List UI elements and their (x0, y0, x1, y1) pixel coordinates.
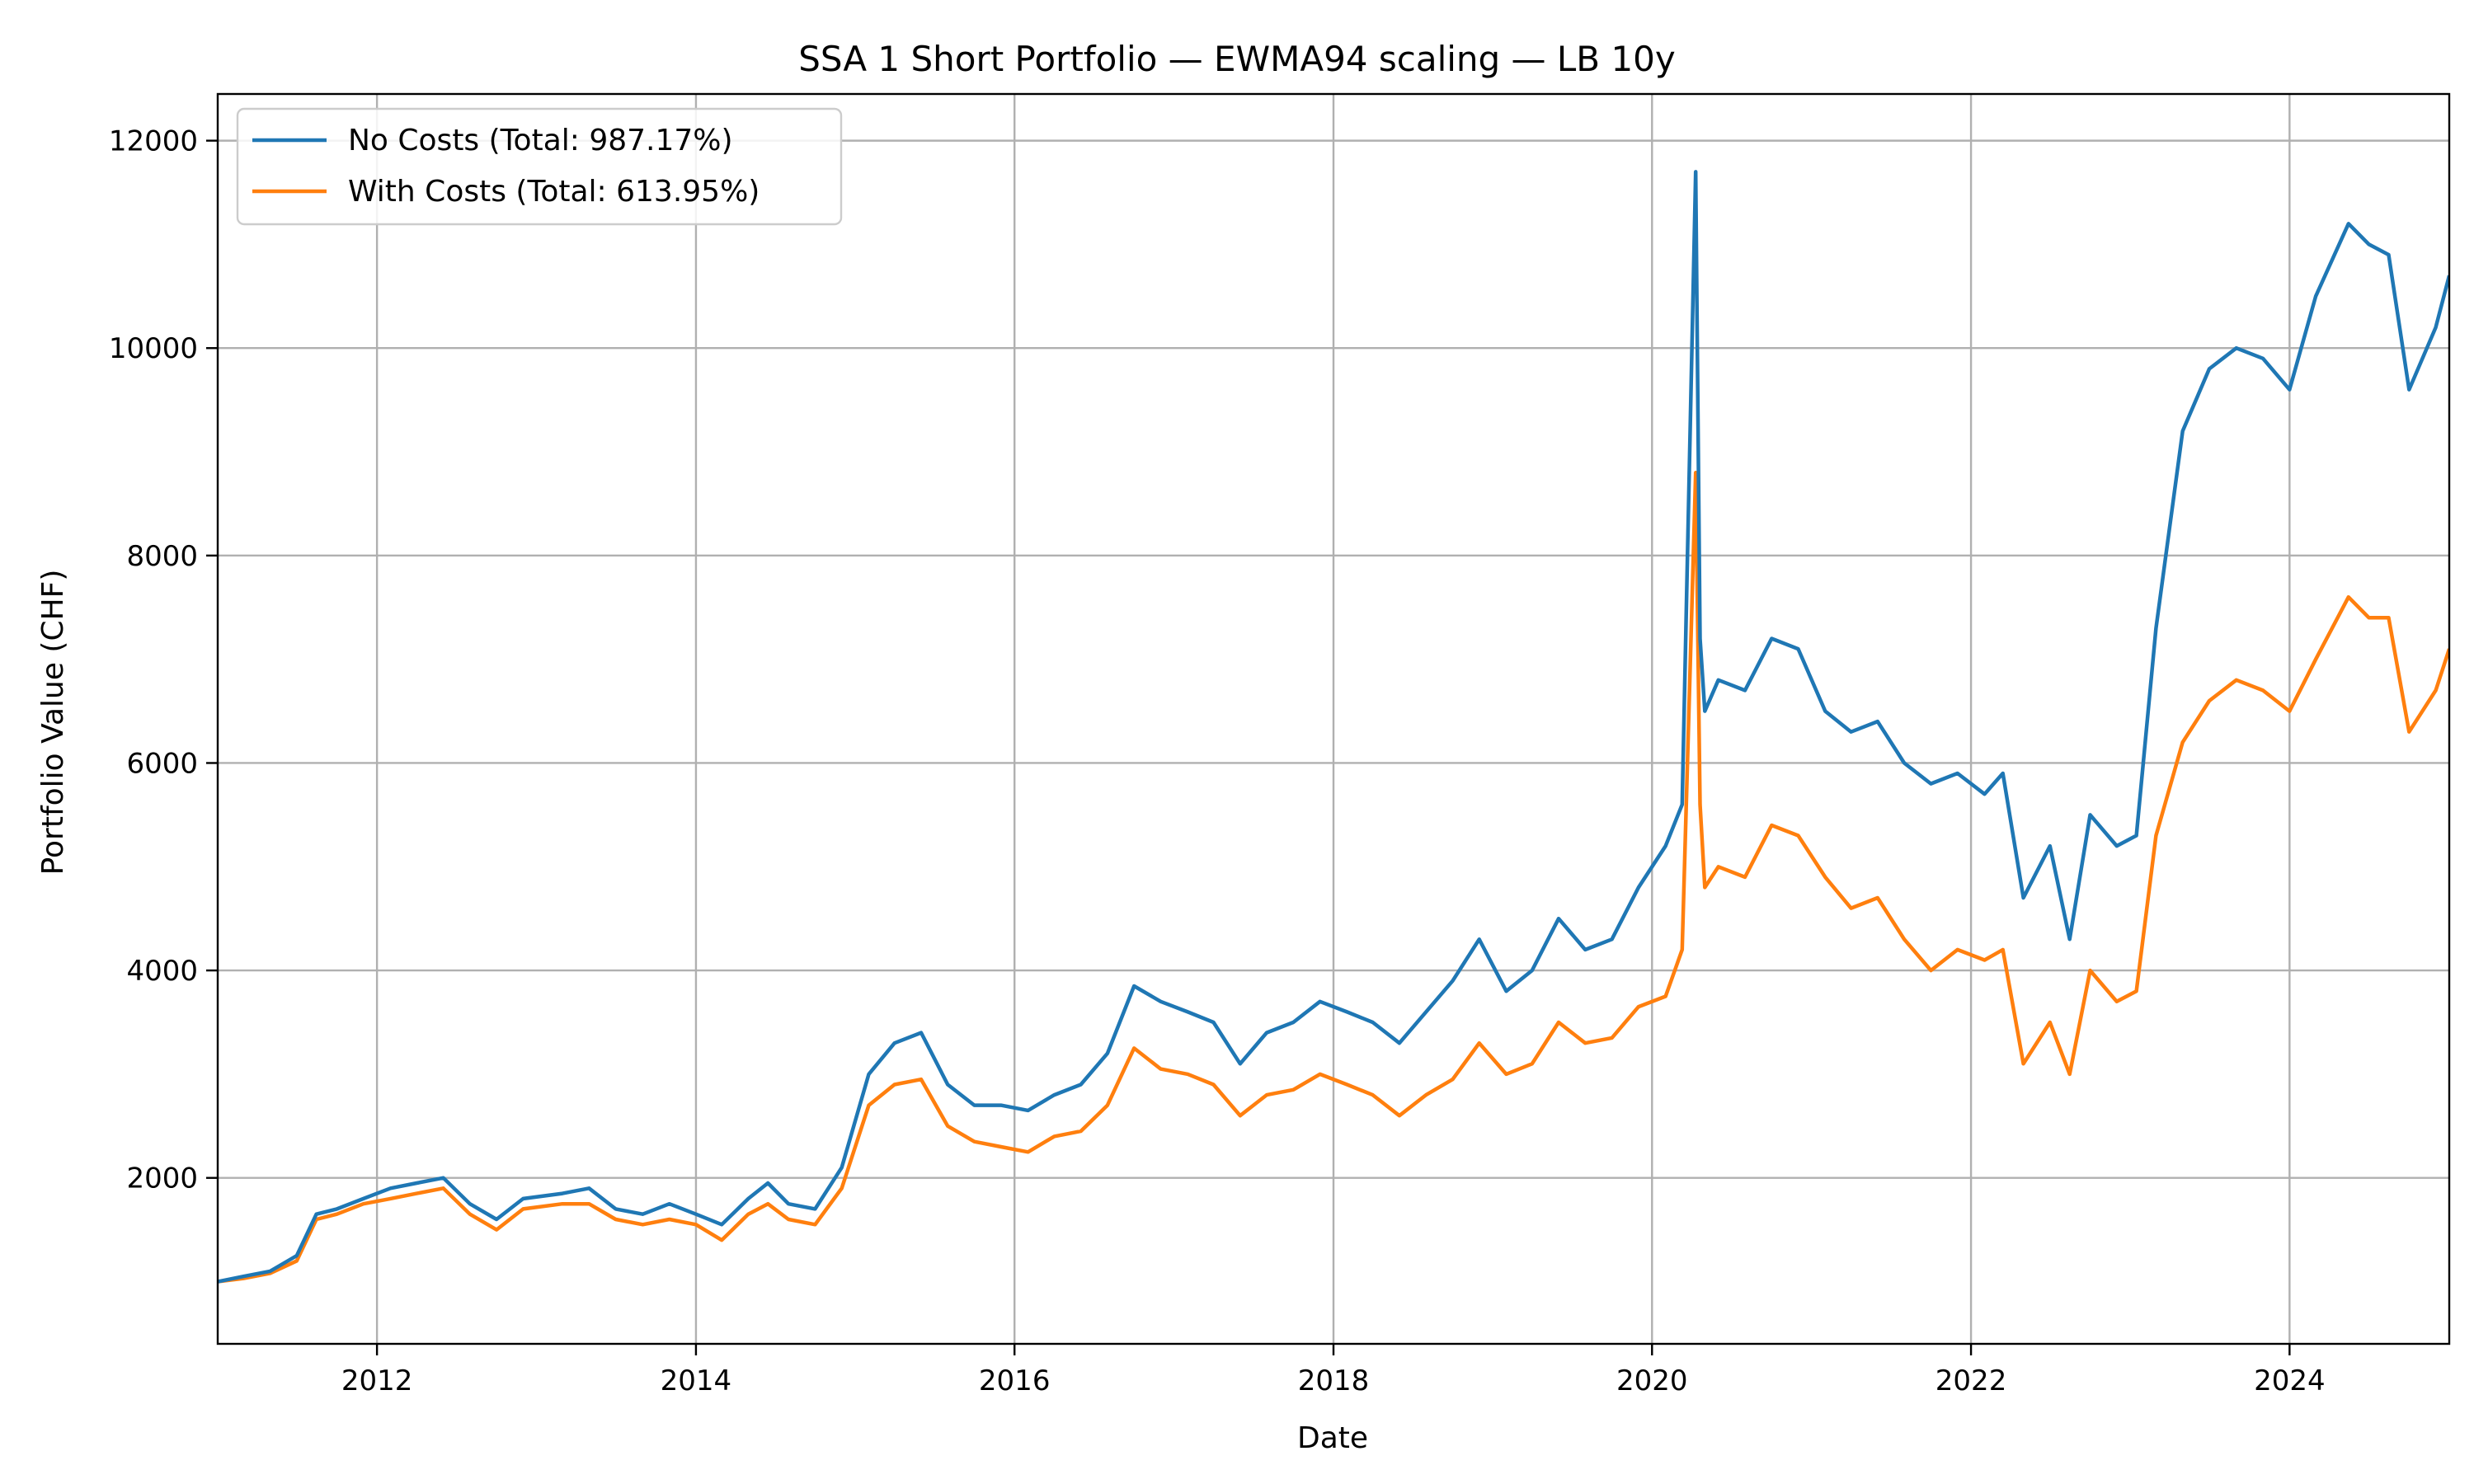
y-tick-label: 4000 (126, 955, 198, 988)
series-line-no-costs (218, 170, 2449, 1284)
x-tick-label: 2016 (979, 1364, 1051, 1397)
series-line-with-costs (218, 470, 2449, 1284)
x-tick-label: 2020 (1616, 1364, 1688, 1397)
chart-title: SSA 1 Short Portfolio — EWMA94 scaling —… (798, 39, 1676, 79)
y-tick-label: 2000 (126, 1162, 198, 1195)
legend-box (236, 107, 843, 226)
x-axis-label: Date (1297, 1421, 1368, 1455)
legend-label-no-costs: No Costs (Total: 987.17%) (348, 124, 733, 157)
grid (218, 94, 2449, 1344)
x-tick-label: 2022 (1935, 1364, 2007, 1397)
x-tick-label: 2018 (1298, 1364, 1370, 1397)
y-tick-label: 8000 (126, 540, 198, 573)
y-tick-label: 12000 (109, 125, 198, 158)
y-tick-label: 6000 (126, 747, 198, 780)
ticks: 2012 2014 2016 2018 2020 2022 2024 2000 4000 6000… (109, 125, 2326, 1397)
legend: No Costs (Total: 987.17%) With Costs (To… (236, 107, 843, 226)
x-tick-label: 2014 (661, 1364, 732, 1397)
series-layer (218, 170, 2449, 1284)
legend-label-with-costs: With Costs (Total: 613.95%) (348, 175, 760, 209)
x-tick-label: 2024 (2254, 1364, 2326, 1397)
y-axis-label: Portfolio Value (CHF) (36, 570, 70, 876)
y-tick-label: 10000 (109, 332, 198, 365)
x-tick-label: 2012 (341, 1364, 413, 1397)
